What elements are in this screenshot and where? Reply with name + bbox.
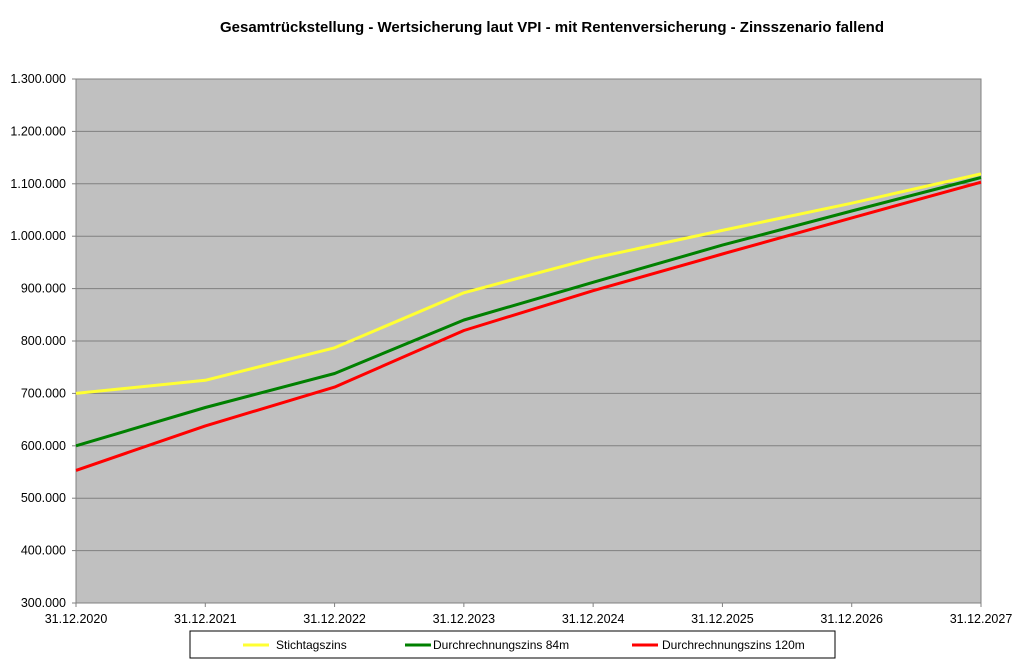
y-tick-label: 300.000 xyxy=(21,596,66,610)
x-tick-label: 31.12.2020 xyxy=(45,612,108,626)
legend-label-1: Stichtagszins xyxy=(276,638,347,652)
y-tick-label: 1.000.000 xyxy=(10,229,66,243)
y-axis: 300.000 400.000 500.000 600.000 700.000 800.0… xyxy=(10,72,76,610)
legend-box xyxy=(189,630,836,659)
y-tick-label: 700.000 xyxy=(21,386,66,400)
legend-label-3: Durchrechnungszins 120m xyxy=(662,638,805,652)
x-tick-label: 31.12.2022 xyxy=(303,612,366,626)
x-axis: 31.12.2020 31.12.2021 31.12.2022 31.12.2023… xyxy=(45,603,1013,626)
series-line-2 xyxy=(75,176,982,448)
y-tick-label: 600.000 xyxy=(21,439,66,453)
gridlines xyxy=(76,130,981,552)
x-tick-label: 31.12.2027 xyxy=(950,612,1013,626)
y-tick-label: 1.100.000 xyxy=(10,177,66,191)
x-tick-label: 31.12.2026 xyxy=(820,612,883,626)
x-tick-label: 31.12.2023 xyxy=(433,612,496,626)
y-tick-label: 800.000 xyxy=(21,334,66,348)
y-tick-label: 1.300.000 xyxy=(10,72,66,86)
y-tick-label: 1.200.000 xyxy=(10,124,66,138)
legend: Stichtagszins Durchrechnungszins 84m Durch… xyxy=(189,630,836,659)
y-tick-label: 400.000 xyxy=(21,544,66,558)
x-tick-label: 31.12.2024 xyxy=(562,612,625,626)
x-tick-label: 31.12.2021 xyxy=(174,612,237,626)
y-tick-label: 500.000 xyxy=(21,491,66,505)
x-tick-label: 31.12.2025 xyxy=(691,612,754,626)
chart-title: Gesamtrückstellung - Wertsicherung laut … xyxy=(220,19,884,36)
y-tick-label: 900.000 xyxy=(21,282,66,296)
series-line-1 xyxy=(75,172,982,395)
series-lines xyxy=(75,172,982,472)
series-line-3 xyxy=(75,180,982,472)
legend-label-2: Durchrechnungszins 84m xyxy=(433,638,569,652)
